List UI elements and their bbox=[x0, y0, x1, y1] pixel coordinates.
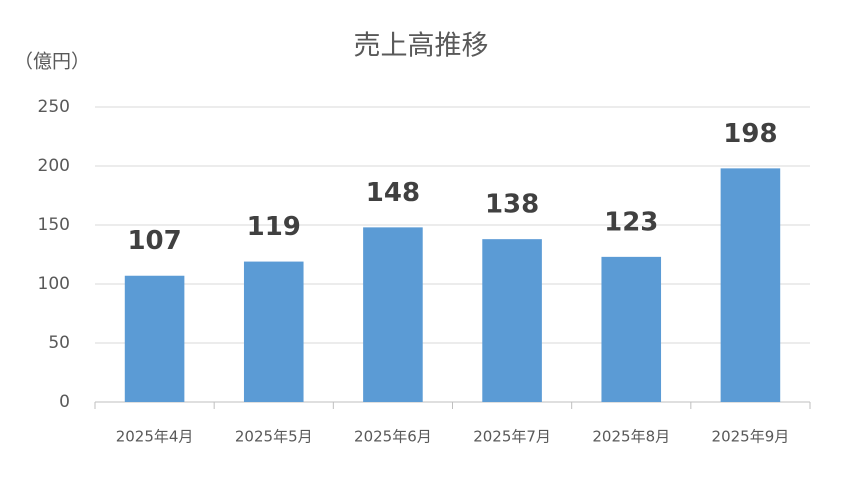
bar bbox=[124, 275, 185, 402]
y-tick-label: 50 bbox=[48, 333, 70, 353]
bar bbox=[243, 261, 304, 402]
x-tick-label: 2025年9月 bbox=[712, 428, 790, 446]
y-axis-label: （億円） bbox=[14, 51, 90, 73]
y-tick-label: 0 bbox=[59, 392, 70, 412]
y-tick-label: 250 bbox=[38, 97, 70, 117]
x-tick-label: 2025年5月 bbox=[235, 428, 313, 446]
bar bbox=[363, 227, 423, 402]
y-tick-label: 150 bbox=[38, 215, 70, 235]
chart-title: 売上高推移 bbox=[354, 31, 489, 62]
x-tick-label: 2025年7月 bbox=[473, 428, 551, 446]
data-label: 148 bbox=[366, 178, 420, 208]
x-tick-label: 2025年4月 bbox=[116, 428, 194, 446]
data-label: 123 bbox=[604, 207, 658, 237]
x-tick-label: 2025年6月 bbox=[354, 428, 432, 446]
x-tick-label: 2025年8月 bbox=[592, 428, 670, 446]
data-label: 138 bbox=[485, 190, 539, 220]
bar bbox=[482, 239, 542, 402]
bar bbox=[601, 256, 662, 402]
y-tick-label: 100 bbox=[38, 274, 70, 294]
data-label: 119 bbox=[247, 212, 301, 242]
data-label: 198 bbox=[723, 119, 777, 149]
data-label: 107 bbox=[127, 226, 181, 256]
y-tick-label: 200 bbox=[38, 156, 70, 176]
bar bbox=[720, 168, 781, 402]
